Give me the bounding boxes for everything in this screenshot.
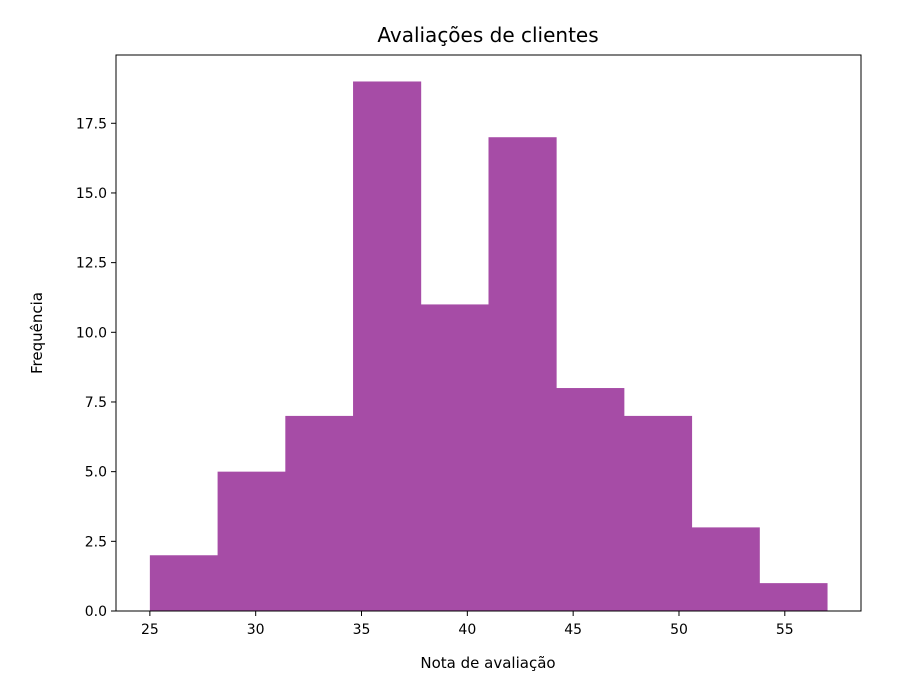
x-tick-label: 25 (141, 622, 159, 638)
y-tick-label: 5.0 (85, 465, 107, 481)
y-tick-label: 2.5 (85, 534, 107, 550)
y-tick-label: 15.0 (76, 186, 107, 202)
histogram-bar (353, 81, 422, 612)
histogram-bar (556, 388, 625, 611)
histogram-bar (285, 415, 354, 611)
histogram-bar (759, 583, 828, 611)
x-axis: 25 30 35 40 45 50 55 (141, 611, 794, 638)
y-tick-label: 7.5 (85, 395, 107, 411)
y-tick-label: 17.5 (76, 116, 107, 132)
y-tick-label: 0.0 (85, 604, 107, 620)
x-tick-label: 40 (458, 622, 476, 638)
y-tick-label: 10.0 (76, 325, 107, 341)
y-tick-label: 12.5 (76, 256, 107, 272)
chart-title: Avaliações de clientes (377, 23, 598, 47)
histogram-bar (217, 471, 286, 611)
x-tick-label: 55 (776, 622, 794, 638)
bars-group (149, 81, 828, 612)
plot-frame (115, 54, 862, 612)
histogram-bar (691, 527, 760, 611)
y-axis: 0.0 2.5 5.0 7.5 10.0 12.5 15.0 17.5 (76, 116, 116, 620)
x-tick-label: 50 (670, 622, 688, 638)
y-axis-label: Frequência (28, 292, 46, 374)
histogram-bar (488, 137, 557, 611)
histogram-bar (623, 415, 693, 611)
x-tick-label: 30 (247, 622, 265, 638)
x-axis-label: Nota de avaliação (420, 654, 555, 672)
histogram-bar (149, 555, 218, 611)
x-tick-label: 45 (564, 622, 582, 638)
x-tick-label: 35 (353, 622, 371, 638)
histogram-bar (420, 304, 489, 611)
